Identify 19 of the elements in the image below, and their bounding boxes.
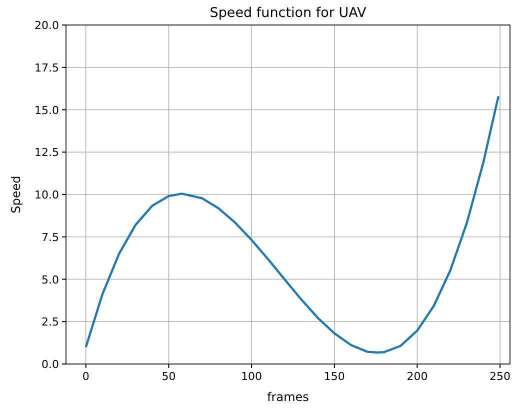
y-tick-label: 12.5 [34, 146, 59, 160]
x-tick-label: 150 [324, 370, 345, 383]
y-tick-label: 7.5 [42, 230, 59, 244]
y-tick-label: 10.0 [34, 188, 59, 202]
chart-title: Speed function for UAV [210, 5, 367, 21]
x-tick-label: 250 [490, 370, 511, 383]
y-tick-label: 2.5 [42, 316, 59, 329]
y-tick-label: 0.0 [42, 358, 59, 371]
x-tick-label: 50 [162, 370, 176, 383]
y-tick-label: 15.0 [34, 104, 59, 117]
x-tick-label: 200 [406, 370, 428, 383]
x-tick-label: 100 [241, 370, 262, 383]
y-axis-title: Speed [9, 176, 23, 214]
x-tick-label: 0 [82, 370, 90, 383]
y-tick-label: 20.0 [34, 19, 59, 32]
x-axis-title: frames [267, 390, 309, 404]
y-tick-label: 17.5 [34, 61, 59, 74]
line-series [84, 95, 500, 354]
y-tick-label: 5.0 [42, 273, 59, 286]
